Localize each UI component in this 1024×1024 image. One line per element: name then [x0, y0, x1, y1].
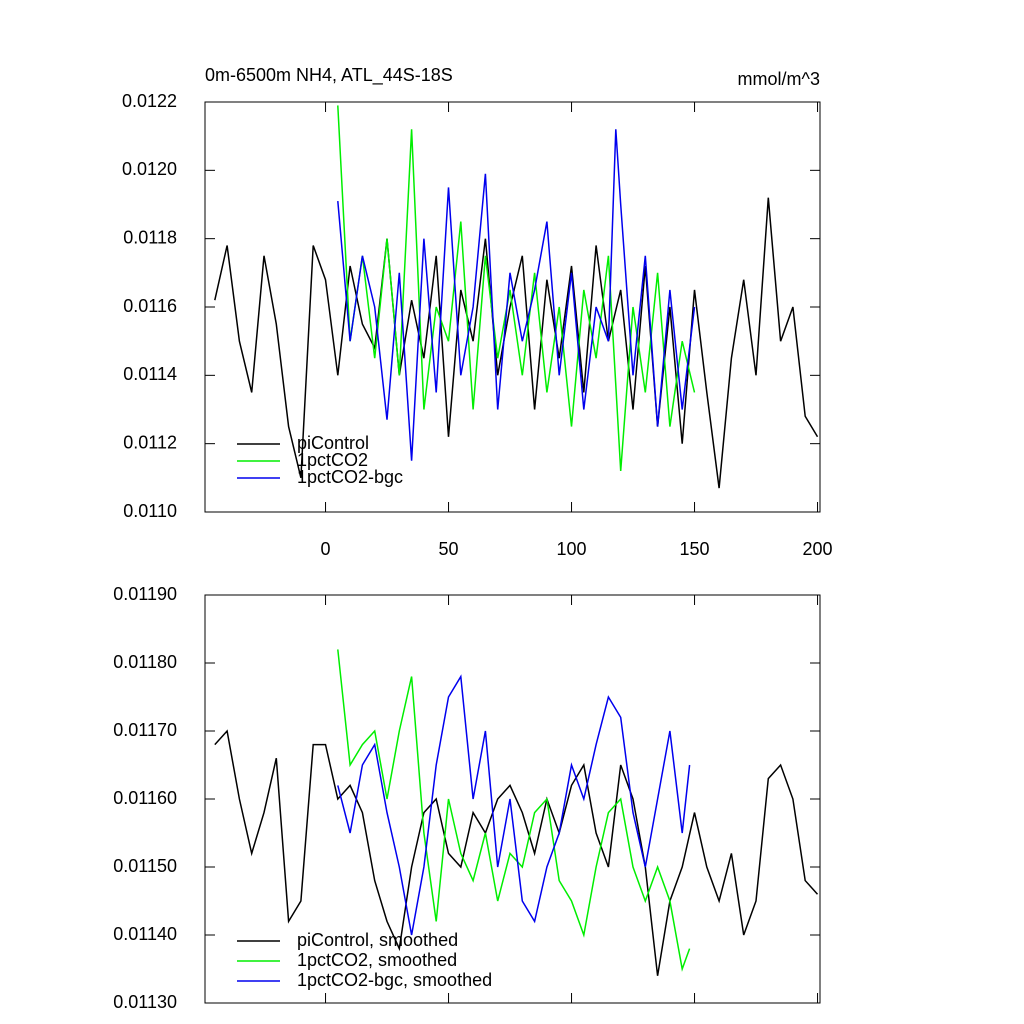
units-label: mmol/m^3 [738, 69, 820, 89]
y-tick-label: 0.0114 [123, 364, 177, 384]
series-line [337, 649, 691, 972]
series-line [214, 729, 819, 976]
y-tick-label: 0.0116 [123, 296, 177, 316]
x-tick-label: 200 [803, 539, 833, 559]
legend-label: 1pctCO2 [297, 450, 368, 470]
legend-label: 1pctCO2-bgc, smoothed [297, 970, 492, 990]
legend-label: piControl, smoothed [297, 930, 458, 950]
legend-label: 1pctCO2-bgc [297, 467, 403, 487]
y-tick-label: 0.0118 [123, 227, 177, 247]
x-tick-label: 0 [321, 539, 331, 559]
y-tick-label: 0.0120 [122, 159, 177, 179]
x-tick-label: 50 [439, 539, 459, 559]
y-tick-label: 0.01180 [113, 652, 177, 672]
y-tick-label: 0.0112 [123, 432, 177, 452]
y-tick-label: 0.0122 [122, 91, 177, 111]
y-tick-label: 0.01170 [113, 720, 177, 740]
y-tick-label: 0.01130 [113, 992, 177, 1012]
y-tick-label: 0.01160 [113, 788, 177, 808]
series-line [337, 129, 696, 461]
y-tick-label: 0.01150 [113, 856, 177, 876]
x-tick-label: 150 [680, 539, 710, 559]
legend-label: 1pctCO2, smoothed [297, 950, 457, 970]
series-line [337, 674, 691, 936]
legend-label: piControl [297, 433, 369, 453]
series-line [214, 197, 819, 489]
y-tick-label: 0.0110 [123, 501, 177, 521]
chart-title: 0m-6500m NH4, ATL_44S-18S [205, 65, 453, 86]
x-tick-label: 100 [557, 539, 587, 559]
series-line [337, 105, 696, 472]
y-tick-label: 0.01190 [113, 584, 177, 604]
y-tick-label: 0.01140 [113, 924, 177, 944]
